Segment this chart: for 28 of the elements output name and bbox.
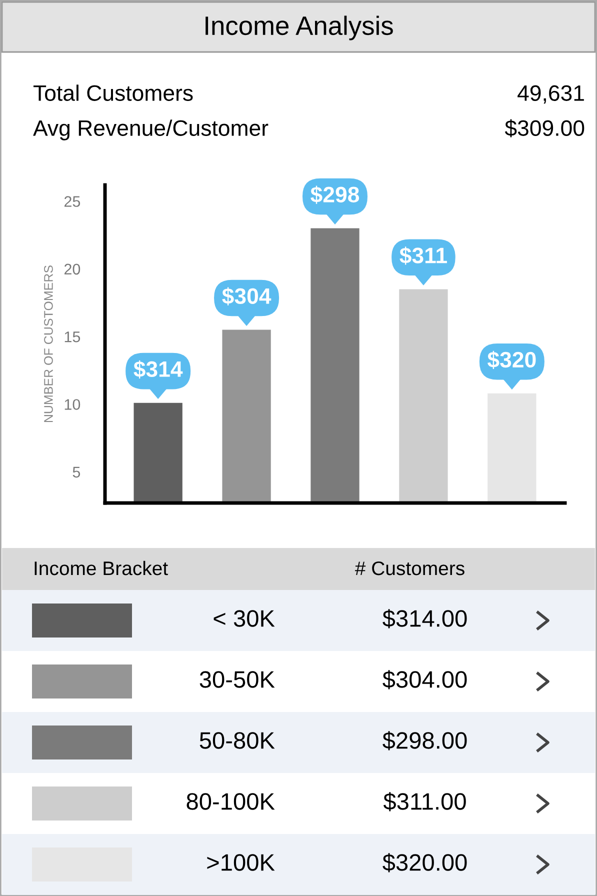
text: Income Bracket bbox=[34, 560, 168, 576]
text: Total Customers bbox=[34, 84, 193, 101]
y-tick-label: 15 bbox=[64, 332, 80, 342]
annotation: $314 bbox=[134, 360, 183, 378]
chart-title: Income Analysis bbox=[206, 16, 393, 40]
y-tick-label: 5 bbox=[72, 466, 80, 478]
y-tick-label: 10 bbox=[64, 399, 80, 410]
text: # Customers bbox=[354, 561, 464, 576]
annotation: $304 bbox=[222, 287, 272, 306]
text: 49,631 bbox=[518, 85, 584, 104]
text: 80-100K bbox=[186, 793, 275, 810]
y-tick-label: 20 bbox=[64, 264, 80, 275]
text: 50-80K bbox=[200, 732, 275, 749]
text: >100K bbox=[207, 854, 275, 871]
text: < 30K bbox=[214, 610, 275, 627]
text: $314.00 bbox=[382, 609, 467, 628]
annotation: $298 bbox=[310, 186, 360, 204]
annotation: $320 bbox=[488, 350, 536, 369]
text: Avg Revenue/Customer bbox=[33, 120, 268, 140]
text: $309.00 bbox=[504, 119, 584, 138]
y-axis-title: NUMBER OF CUSTOMERS bbox=[44, 266, 53, 422]
y-tick-label: 25 bbox=[64, 196, 80, 207]
text: $311.00 bbox=[383, 792, 466, 812]
annotation: $311 bbox=[400, 246, 447, 265]
text: $298.00 bbox=[382, 731, 467, 750]
text: $320.00 bbox=[382, 853, 467, 872]
text: $304.00 bbox=[382, 670, 467, 690]
text: 30-50K bbox=[200, 671, 275, 688]
